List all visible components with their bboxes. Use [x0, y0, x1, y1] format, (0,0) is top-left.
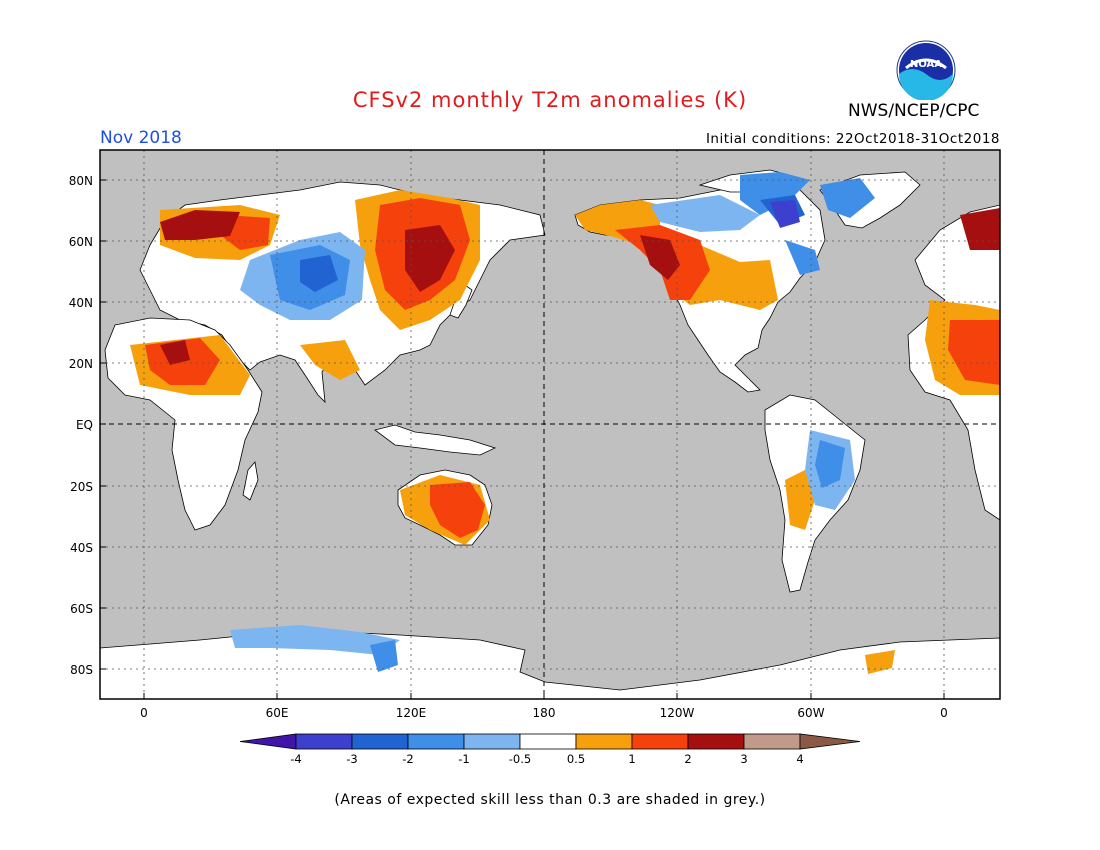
anomaly-warm-2-3 — [160, 208, 1000, 365]
colorbar-label: -3 — [346, 752, 357, 766]
map-title: CFSv2 monthly T2m anomalies (K) — [352, 88, 748, 112]
colorbar-label: -0.5 — [509, 752, 531, 766]
land-madagascar — [242, 461, 259, 501]
longitude-label: 60E — [266, 706, 289, 720]
colorbar-min-triangle — [239, 733, 297, 750]
colorbar: -4 -3 -2 -1 -0.5 0.5 1 2 3 4 — [239, 733, 861, 766]
longitude-label: 60W — [797, 706, 824, 720]
skill-footnote: (Areas of expected skill less than 0.3 a… — [334, 792, 766, 808]
latitude-label: 60S — [70, 602, 93, 616]
anomaly-cool-3-4 — [770, 200, 800, 228]
longitude-axis: 0 60E 120E 180 120W 60W 0 — [140, 693, 948, 720]
map-gridlines — [100, 150, 1000, 699]
latitude-label: 80N — [69, 174, 93, 188]
longitude-label: 0 — [940, 706, 948, 720]
logo-text: NOAA — [910, 59, 942, 70]
land-layer — [100, 169, 1000, 699]
longitude-label: 120E — [396, 706, 427, 720]
latitude-label: 60N — [69, 235, 93, 249]
colorbar-label: 1 — [628, 752, 635, 766]
colorbar-max-triangle — [799, 733, 861, 750]
latitude-label: 20N — [69, 357, 93, 371]
colorbar-swatch — [631, 733, 689, 750]
colorbar-swatch — [407, 733, 465, 750]
colorbar-swatch — [743, 733, 801, 750]
latitude-label: 80S — [70, 663, 93, 677]
longitude-label: 120W — [660, 706, 695, 720]
longitude-label: 0 — [140, 706, 148, 720]
colorbar-label: -4 — [290, 752, 301, 766]
latitude-axis: 80N 60N 40N 20N EQ 20S 40S 60S 80S — [69, 174, 106, 677]
forecast-month-label: Nov 2018 — [100, 128, 182, 148]
colorbar-swatch — [687, 733, 745, 750]
colorbar-swatch — [463, 733, 521, 750]
colorbar-label: 2 — [684, 752, 691, 766]
colorbar-label: 4 — [796, 752, 803, 766]
initial-conditions-label: Initial conditions: 22Oct2018-31Oct2018 — [705, 131, 1000, 147]
colorbar-swatch — [351, 733, 409, 750]
colorbar-label: -1 — [458, 752, 469, 766]
longitude-label: 180 — [533, 706, 556, 720]
organization-label: NWS/NCEP/CPC — [848, 101, 980, 121]
colorbar-label: 3 — [740, 752, 747, 766]
colorbar-label: -2 — [402, 752, 413, 766]
colorbar-swatch — [295, 733, 353, 750]
latitude-label: EQ — [76, 418, 93, 432]
colorbar-swatch — [575, 733, 633, 750]
colorbar-label: 0.5 — [567, 752, 585, 766]
latitude-label: 20S — [70, 480, 93, 494]
noaa-logo-icon: NOAA — [896, 40, 956, 100]
latitude-label: 40S — [70, 541, 93, 555]
latitude-label: 40N — [69, 296, 93, 310]
land-indonesia — [374, 424, 497, 456]
colorbar-swatch — [519, 733, 577, 750]
